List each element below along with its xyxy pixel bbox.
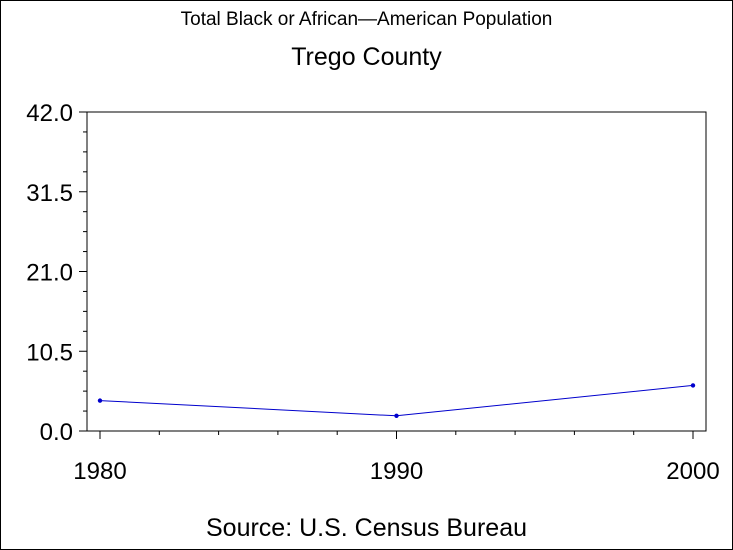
plot-frame xyxy=(86,111,707,432)
chart-title: Total Black or African—American Populati… xyxy=(180,9,553,30)
data-point xyxy=(690,383,696,388)
data-point xyxy=(394,413,399,419)
y-tick-label: 21.0 xyxy=(26,260,73,287)
x-tick-label: 1990 xyxy=(370,458,423,485)
chart-subtitle: Trego County xyxy=(291,43,442,71)
chart-source: Source: U.S. Census Bureau xyxy=(206,514,527,542)
y-tick-label: 42.0 xyxy=(26,100,73,127)
x-tick-label: 1980 xyxy=(73,458,126,485)
y-tick-label: 31.5 xyxy=(26,180,73,207)
x-tick-label: 2000 xyxy=(666,458,719,485)
y-tick-label: 10.5 xyxy=(26,339,73,366)
y-tick-label: 0.0 xyxy=(40,419,73,446)
series-line xyxy=(99,384,694,417)
data-point xyxy=(97,398,103,403)
